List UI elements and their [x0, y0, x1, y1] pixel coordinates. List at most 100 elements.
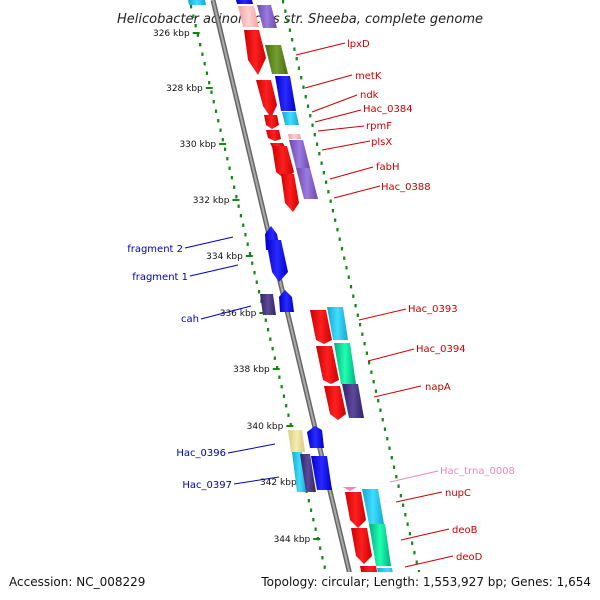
gene-purple-1: [257, 5, 277, 28]
gene-cah-2: [279, 290, 294, 312]
inner-ring-dot: [319, 546, 322, 550]
right-gene-labels: lpxD metK ndk Hac_0384 rpmF plsX fabH Ha…: [295, 39, 515, 568]
gene-lpxD: [244, 30, 266, 75]
left-gene-labels: fragment 2 fragment 1 cah Hac_0396 Hac_0…: [127, 236, 280, 491]
inner-ring-dot: [221, 138, 224, 142]
outer-ring-dot: [293, 47, 296, 51]
label-napA: napA: [425, 382, 451, 393]
accession-text: Accession: NC_008229: [9, 575, 145, 589]
outer-ring-dot: [302, 85, 305, 89]
outer-ring-dot: [377, 399, 380, 403]
inner-ring-dot: [230, 176, 233, 180]
gene-Hac_0397-navy: [300, 454, 316, 492]
inner-ring-dot: [205, 71, 209, 75]
gene-nupC: [345, 492, 366, 528]
inner-ring-dot: [282, 394, 286, 398]
outer-ring-dot: [297, 66, 301, 70]
inner-ring-dot: [203, 62, 206, 66]
gene-Hac_0396-blue: [307, 426, 324, 448]
outer-ring-dot: [304, 95, 307, 99]
outer-ring-dot: [392, 465, 396, 469]
outer-ring-dot: [402, 503, 405, 507]
gene-Hac_0394-teal: [334, 343, 356, 384]
tick-dots: [190, 0, 427, 600]
tick-label: 328 kbp: [166, 84, 203, 94]
inner-ring-dot: [310, 508, 313, 512]
outer-ring-dot: [411, 541, 414, 545]
outer-ring-dot: [309, 114, 312, 118]
inner-ring-dot: [312, 518, 315, 522]
outer-ring-dot: [313, 133, 316, 137]
outer-ring-dot: [356, 313, 359, 317]
gene-Hac_0384: [282, 112, 299, 125]
tick-label: 338 kbp: [233, 365, 270, 375]
label-metK: metK: [355, 71, 382, 82]
outer-ring-dot: [336, 228, 339, 232]
inner-ring-dot: [210, 90, 213, 94]
outer-ring-dot: [368, 361, 371, 365]
outer-ring-dot: [343, 256, 346, 260]
outer-ring-dot: [395, 475, 398, 479]
outer-ring-dot: [388, 446, 391, 450]
label-cah: cah: [181, 314, 199, 325]
inner-ring-dot: [242, 223, 245, 227]
outer-ring-dot: [318, 152, 321, 156]
outer-ring-dot: [352, 294, 355, 298]
inner-ring-dot: [233, 185, 236, 189]
tick-label: 336 kbp: [220, 309, 257, 319]
inner-ring-dot: [219, 128, 222, 132]
tick-label: 326 kbp: [153, 29, 190, 39]
outer-ring-dot: [383, 427, 387, 431]
tick-label: 332 kbp: [193, 196, 230, 206]
gene-Hac_0397-blue: [311, 456, 332, 490]
inner-ring-dot: [278, 375, 281, 379]
inner-ring-dot: [255, 280, 258, 284]
inner-ring-dot: [192, 14, 195, 18]
gene-Hac_0394: [316, 346, 339, 384]
inner-ring-dot: [307, 499, 310, 503]
inner-ring-dot: [321, 556, 324, 560]
label-ndk: ndk: [360, 90, 379, 101]
gene-rpmF: [264, 115, 279, 129]
inner-ring-dot: [212, 100, 215, 104]
inner-ring-dot: [251, 261, 254, 265]
outer-ring-dot: [345, 266, 348, 270]
gene-pink: [238, 6, 259, 27]
gene-Hac_0393: [310, 310, 332, 344]
outer-ring-dot: [331, 209, 335, 213]
outer-ring-dot: [327, 190, 330, 194]
outer-ring-dot: [311, 123, 314, 127]
label-fragment-2: fragment 2: [127, 244, 183, 255]
gene-deoB: [351, 528, 372, 564]
label-rpmF: rpmF: [366, 121, 392, 132]
label-Hac_0388: Hac_0388: [381, 182, 431, 193]
inner-ring-dot: [239, 214, 243, 218]
outer-ring-dot: [315, 142, 319, 146]
outer-ring-dot: [325, 180, 328, 184]
outer-ring-dot: [361, 332, 364, 336]
label-Hac_0396: Hac_0396: [176, 448, 226, 459]
outer-ring-dot: [340, 247, 344, 251]
outer-ring-dot: [415, 560, 418, 564]
inner-ring-dot: [196, 33, 199, 37]
tick-label: 334 kbp: [206, 252, 243, 262]
gene-deoB-teal: [369, 524, 391, 566]
gene-features: [188, 0, 397, 596]
label-fabH: fabH: [376, 162, 400, 173]
footer-bg: [0, 572, 600, 600]
gene-trna: [343, 487, 357, 491]
outer-ring-dot: [417, 570, 421, 574]
gene-cah-1: [260, 294, 276, 315]
kbp-ticks: 326 kbp 328 kbp 330 kbp 332 kbp 334 kbp 336 k…: [153, 29, 321, 545]
outer-ring-dot: [386, 437, 389, 441]
inner-ring-dot: [214, 109, 218, 113]
gene-red-5: [272, 146, 294, 180]
gene-plsX-pink: [288, 134, 301, 139]
outer-ring-dot: [300, 76, 303, 80]
outer-ring-dot: [374, 389, 378, 393]
inner-ring-dot: [289, 423, 292, 427]
inner-ring-dot: [217, 119, 220, 123]
gene-napA: [324, 386, 346, 420]
label-Hac_trna_0008: Hac_trna_0008: [440, 466, 515, 477]
outer-ring-dot: [404, 513, 407, 517]
